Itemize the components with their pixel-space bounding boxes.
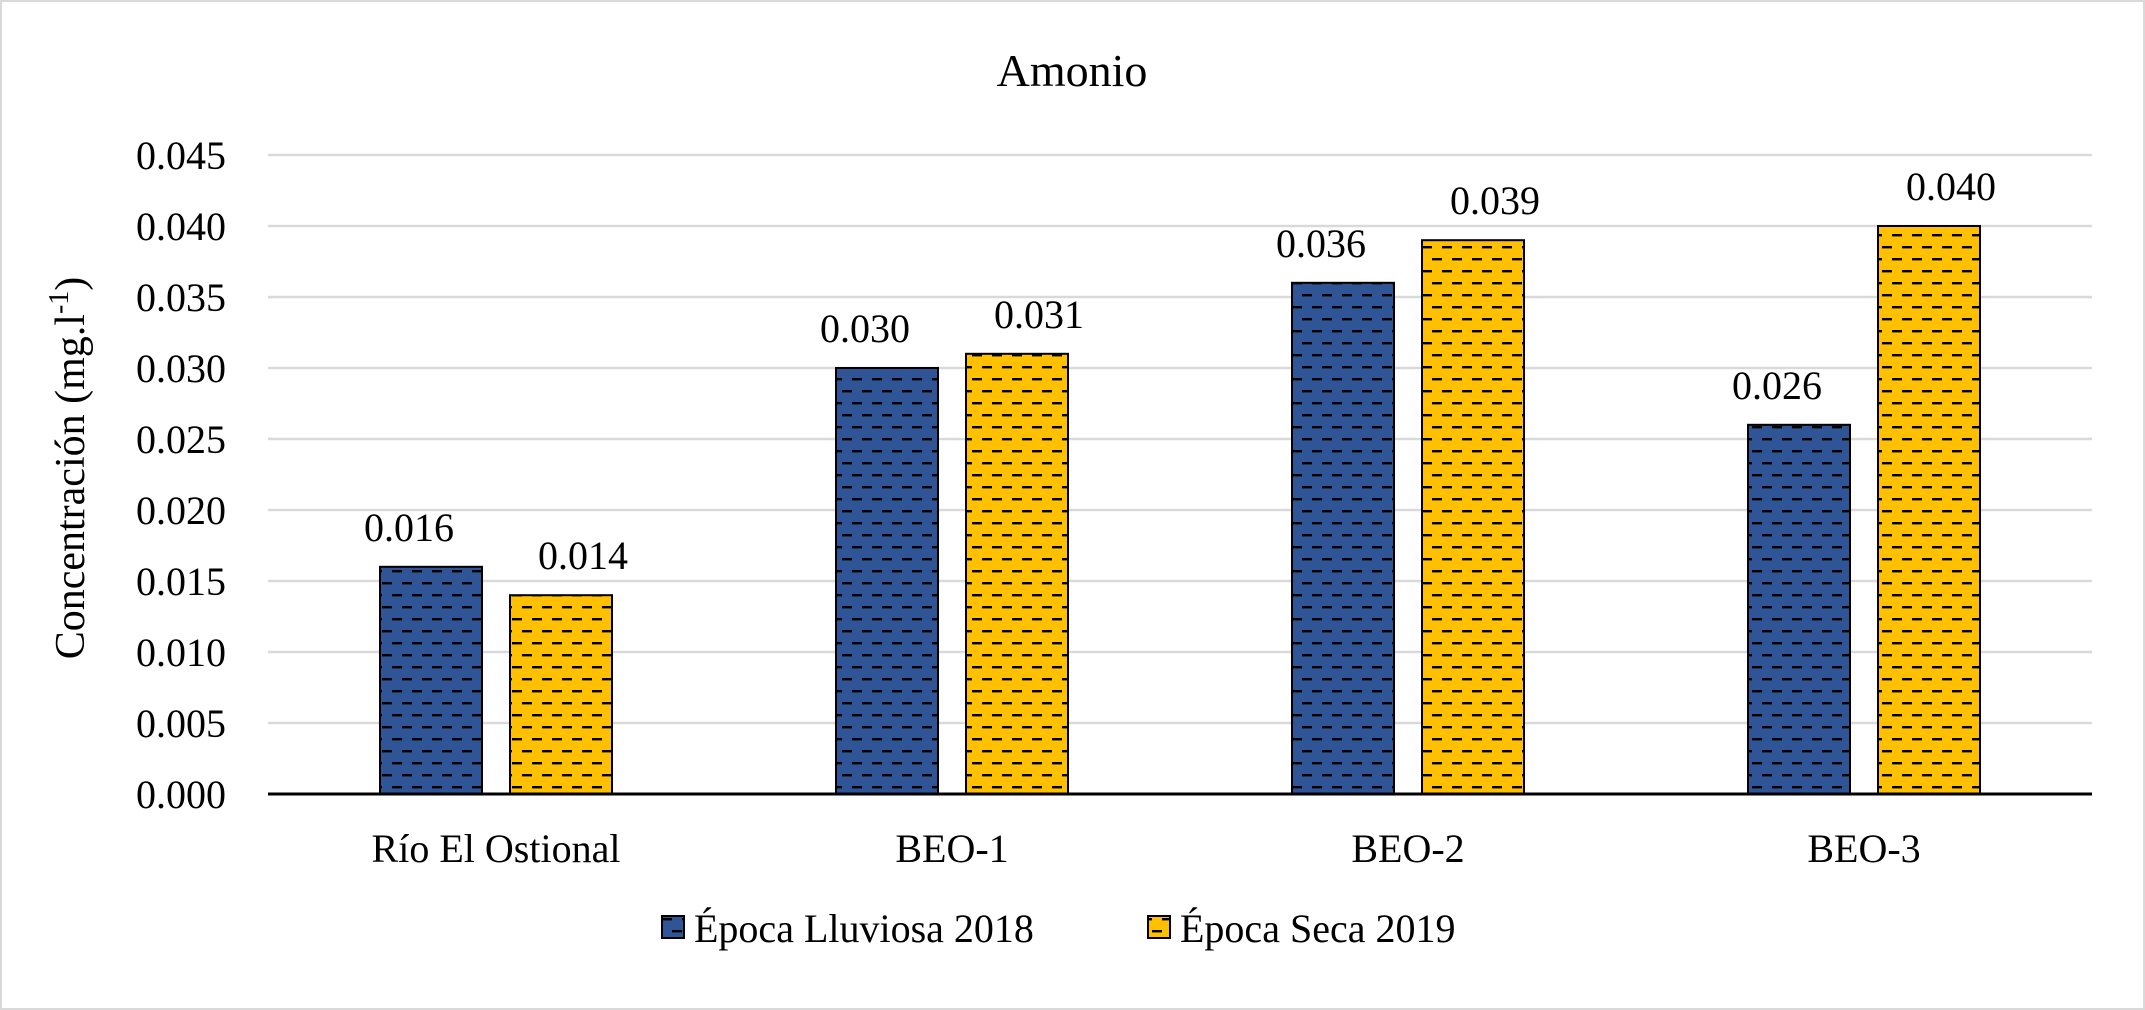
x-category-label: BEO-1 bbox=[895, 826, 1008, 871]
bar-seca-4 bbox=[1877, 225, 1981, 795]
bar-lluviosa-2 bbox=[835, 367, 939, 795]
bar-lluviosa-3 bbox=[1291, 281, 1395, 795]
legend-swatch-1 bbox=[661, 915, 685, 939]
x-category-label: Río El Ostional bbox=[372, 826, 621, 871]
data-label: 0.014 bbox=[538, 533, 628, 578]
y-tick-label: 0.005 bbox=[136, 701, 226, 746]
data-label: 0.031 bbox=[994, 292, 1084, 337]
y-axis-title: Concentración (mg.l-1) bbox=[44, 277, 94, 660]
y-tick-label: 0.015 bbox=[136, 559, 226, 604]
y-tick-label: 0.020 bbox=[136, 488, 226, 533]
y-tick-label: 0.035 bbox=[136, 275, 226, 320]
x-category-label: BEO-3 bbox=[1807, 826, 1920, 871]
y-tick-label: 0.010 bbox=[136, 630, 226, 675]
legend-label-2[interactable]: Época Seca 2019 bbox=[1180, 906, 1455, 951]
x-axis-categories: Río El Ostional BEO-1 BEO-2 BEO-3 bbox=[372, 826, 1921, 871]
bar-lluviosa-4 bbox=[1747, 423, 1851, 795]
data-labels: 0.016 0.014 0.030 0.031 0.036 0.039 0.026 0.040 bbox=[364, 164, 1996, 578]
bar-lluviosa-1 bbox=[379, 565, 483, 795]
y-tick-label: 0.040 bbox=[136, 204, 226, 249]
bars bbox=[379, 225, 1981, 796]
data-label: 0.040 bbox=[1906, 164, 1996, 209]
y-tick-label: 0.000 bbox=[136, 772, 226, 817]
y-tick-label: 0.030 bbox=[136, 346, 226, 391]
data-label: 0.036 bbox=[1276, 221, 1366, 266]
legend-label-1[interactable]: Época Lluviosa 2018 bbox=[694, 906, 1034, 951]
bar-seca-1 bbox=[509, 594, 613, 796]
y-tick-label: 0.025 bbox=[136, 417, 226, 462]
x-category-label: BEO-2 bbox=[1351, 826, 1464, 871]
bar-seca-3 bbox=[1421, 239, 1525, 795]
data-label: 0.016 bbox=[364, 505, 454, 550]
legend[interactable]: Época Lluviosa 2018 Época Seca 2019 bbox=[661, 906, 1455, 951]
chart-title: Amonio bbox=[997, 45, 1148, 96]
y-axis-ticks: 0.000 0.005 0.010 0.015 0.020 0.025 0.030 0.035… bbox=[136, 133, 226, 817]
legend-swatch-2 bbox=[1147, 915, 1171, 939]
bar-seca-2 bbox=[965, 352, 1069, 795]
y-tick-label: 0.045 bbox=[136, 133, 226, 178]
data-label: 0.030 bbox=[820, 306, 910, 351]
data-label: 0.039 bbox=[1450, 178, 1540, 223]
data-label: 0.026 bbox=[1732, 363, 1822, 408]
